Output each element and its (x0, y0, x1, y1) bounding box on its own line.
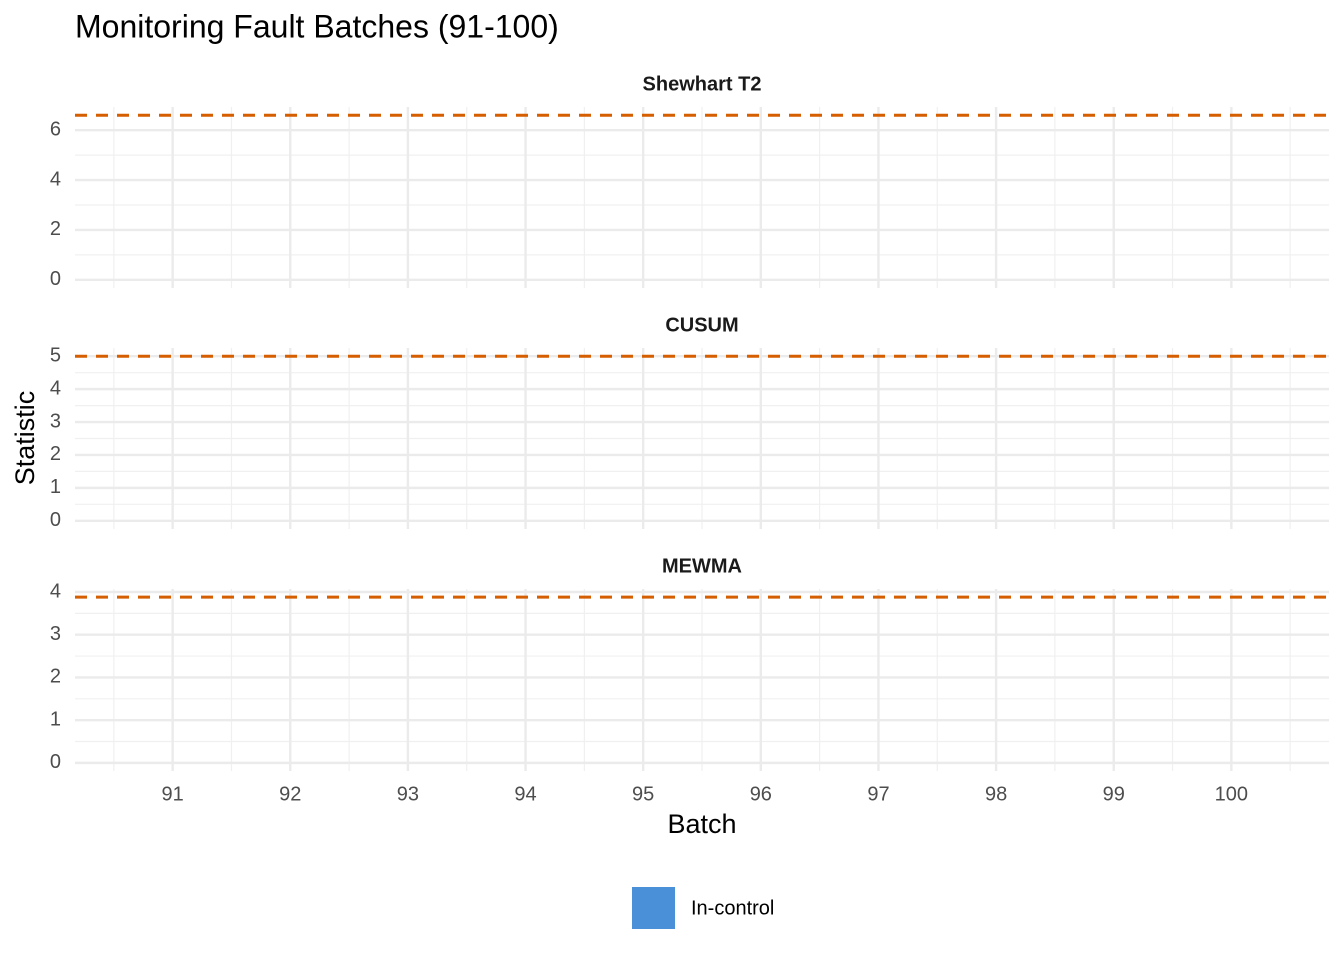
x-tick-label: 100 (1215, 783, 1248, 805)
y-tick-label: 2 (50, 443, 61, 465)
y-tick-label: 4 (50, 168, 61, 190)
y-tick-label: 3 (50, 410, 61, 432)
y-axis-title: Statistic (10, 391, 40, 486)
y-tick-label: 1 (50, 476, 61, 498)
x-tick-label: 96 (750, 783, 772, 805)
x-axis-title: Batch (667, 809, 736, 839)
y-tick-label: 1 (50, 708, 61, 730)
y-tick-label: 6 (50, 118, 61, 140)
y-tick-label: 3 (50, 623, 61, 645)
x-tick-label: 92 (279, 783, 301, 805)
y-tick-label: 2 (50, 666, 61, 688)
legend-swatch (632, 887, 675, 929)
y-tick-label: 4 (50, 580, 61, 602)
x-tick-label: 98 (985, 783, 1007, 805)
x-tick-label: 97 (867, 783, 889, 805)
facet-title: MEWMA (662, 555, 742, 577)
chart-title: Monitoring Fault Batches (91-100) (75, 8, 559, 44)
x-tick-label: 93 (397, 783, 419, 805)
y-tick-label: 0 (50, 509, 61, 531)
y-tick-label: 0 (50, 751, 61, 773)
y-tick-label: 4 (50, 377, 61, 399)
x-tick-label: 91 (162, 783, 184, 805)
facet-title: CUSUM (665, 314, 738, 336)
y-tick-label: 0 (50, 268, 61, 290)
x-tick-label: 95 (632, 783, 654, 805)
x-tick-label: 99 (1103, 783, 1125, 805)
facet-title: Shewhart T2 (643, 73, 762, 95)
legend-label: In-control (691, 897, 774, 919)
y-tick-label: 2 (50, 218, 61, 240)
y-tick-label: 5 (50, 345, 61, 367)
x-tick-label: 94 (514, 783, 536, 805)
